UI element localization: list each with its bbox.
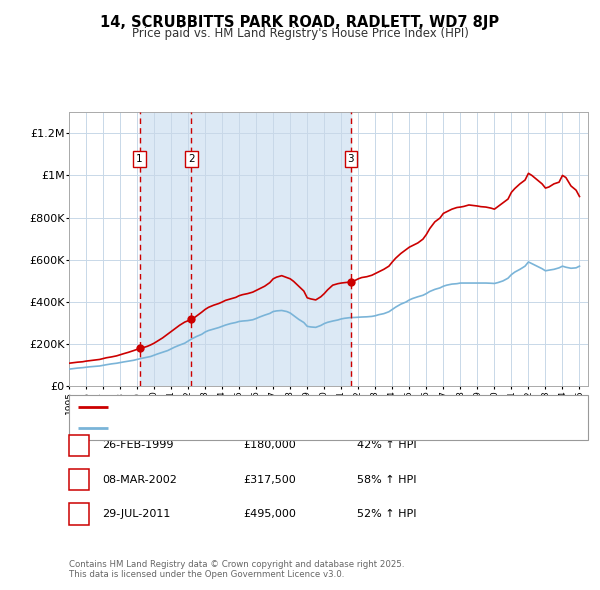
Text: 2: 2 [188, 154, 194, 164]
Text: 14, SCRUBBITTS PARK ROAD, RADLETT, WD7 8JP (semi-detached house): 14, SCRUBBITTS PARK ROAD, RADLETT, WD7 8… [114, 402, 474, 412]
Text: HPI: Average price, semi-detached house, Hertsmere: HPI: Average price, semi-detached house,… [114, 422, 379, 432]
Text: 1: 1 [136, 154, 143, 164]
Text: 14, SCRUBBITTS PARK ROAD, RADLETT, WD7 8JP: 14, SCRUBBITTS PARK ROAD, RADLETT, WD7 8… [100, 15, 500, 30]
Text: 42% ↑ HPI: 42% ↑ HPI [357, 441, 416, 450]
Text: Contains HM Land Registry data © Crown copyright and database right 2025.
This d: Contains HM Land Registry data © Crown c… [69, 560, 404, 579]
Text: 29-JUL-2011: 29-JUL-2011 [102, 509, 170, 519]
Bar [191, 112, 351, 386]
Text: £317,500: £317,500 [243, 475, 296, 484]
Text: 26-FEB-1999: 26-FEB-1999 [102, 441, 173, 450]
Bar [140, 112, 191, 386]
Text: 3: 3 [347, 154, 354, 164]
Text: £495,000: £495,000 [243, 509, 296, 519]
Text: Price paid vs. HM Land Registry's House Price Index (HPI): Price paid vs. HM Land Registry's House … [131, 27, 469, 40]
Text: 3: 3 [76, 509, 82, 519]
Text: 58% ↑ HPI: 58% ↑ HPI [357, 475, 416, 484]
Text: 2: 2 [76, 475, 82, 484]
Text: 52% ↑ HPI: 52% ↑ HPI [357, 509, 416, 519]
Text: 1: 1 [76, 441, 82, 450]
Text: £180,000: £180,000 [243, 441, 296, 450]
Text: 08-MAR-2002: 08-MAR-2002 [102, 475, 177, 484]
